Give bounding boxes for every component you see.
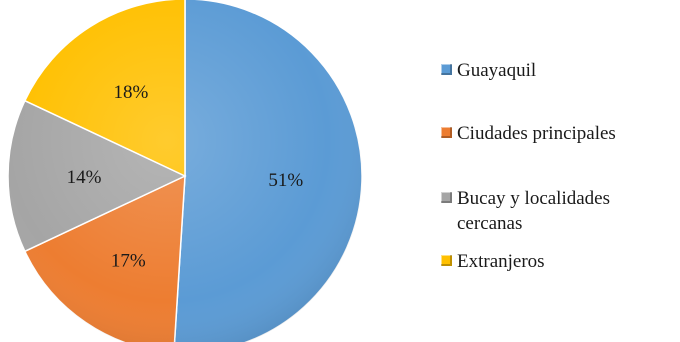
pie-label-ciudades-principales: 17% [111, 250, 146, 271]
legend-swatch-bucay [441, 192, 452, 203]
pie-label-bucay-y-localidades-cercanas: 14% [67, 167, 102, 188]
legend-label-guayaquil: Guayaquil [457, 60, 537, 81]
legend-label-bucay: Bucay y localidades cercanas [457, 188, 611, 234]
legend-label-extranjeros: Extranjeros [457, 251, 545, 272]
legend-swatch-ciudades-principales [441, 127, 452, 138]
legend-swatch-guayaquil [441, 64, 452, 75]
legend-label-ciudades-principales: Ciudades principales [457, 123, 616, 144]
legend-item-bucay: Bucay y localidades cercanas [441, 186, 667, 236]
pie-label-guayaquil: 51% [268, 170, 303, 191]
legend-swatch-extranjeros [441, 255, 452, 266]
legend-item-extranjeros: Extranjeros [441, 249, 677, 274]
legend-item-guayaquil: Guayaquil [441, 58, 677, 83]
legend-item-ciudades-principales: Ciudades principales [441, 121, 677, 146]
pie-chart: 51% 17% 14% 18% [7, 0, 363, 342]
pie-label-extranjeros: 18% [113, 82, 148, 103]
